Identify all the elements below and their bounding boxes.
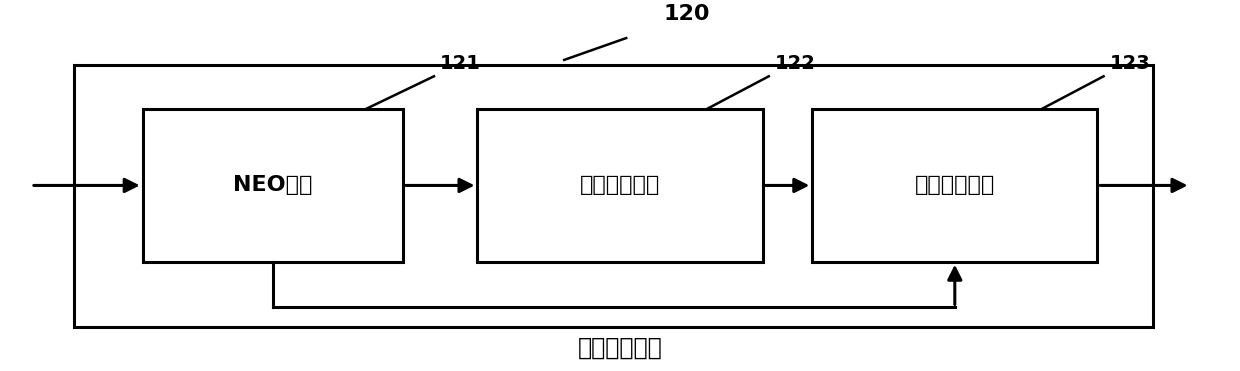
Bar — [143, 109, 403, 262]
Text: 121: 121 — [440, 54, 481, 73]
Text: 尖峰检测模块: 尖峰检测模块 — [578, 335, 662, 359]
Text: 120: 120 — [663, 3, 711, 23]
Text: 123: 123 — [1110, 54, 1151, 73]
Bar — [74, 65, 1153, 327]
Bar — [477, 109, 763, 262]
Text: 阈值检测单元: 阈值检测单元 — [915, 175, 994, 196]
Text: 阈值计算单元: 阈值计算单元 — [580, 175, 660, 196]
Bar — [812, 109, 1097, 262]
Text: NEO单元: NEO单元 — [233, 175, 312, 196]
Text: 122: 122 — [775, 54, 816, 73]
